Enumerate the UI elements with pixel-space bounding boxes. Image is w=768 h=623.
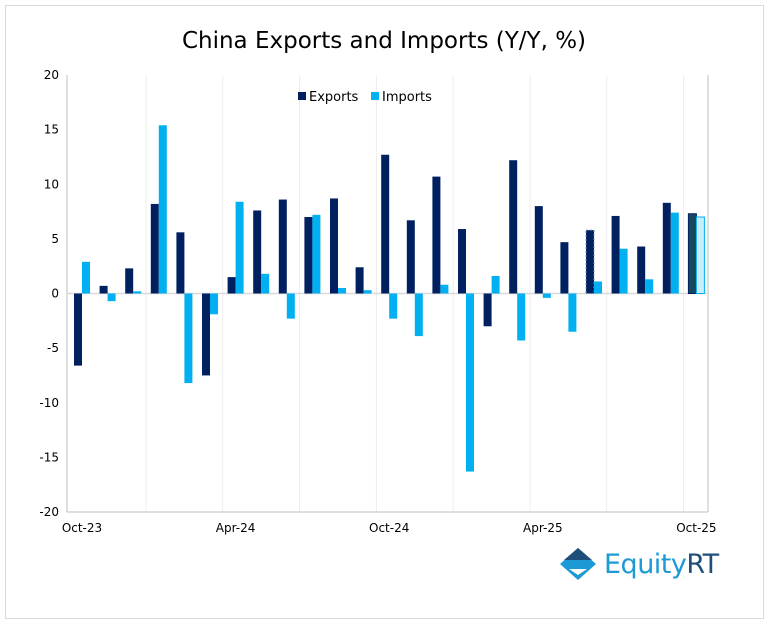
- bar-exports: [278, 199, 287, 294]
- bar-exports: [150, 203, 159, 294]
- bar-exports: [176, 232, 185, 294]
- x-tick-label: Oct-24: [369, 521, 409, 535]
- bar-exports: [227, 277, 236, 294]
- bar-exports: [458, 229, 466, 294]
- bar-imports: [414, 293, 423, 337]
- bar-exports: [637, 246, 646, 294]
- bar-imports: [466, 293, 474, 472]
- bar-imports: [619, 248, 628, 294]
- y-tick-label: 0: [51, 287, 59, 301]
- bar-imports: [158, 125, 167, 294]
- bar-exports: [74, 293, 82, 366]
- bar-imports: [210, 293, 218, 315]
- bar-exports: [432, 176, 441, 294]
- bar-imports: [286, 293, 295, 319]
- y-tick-label: -5: [47, 341, 59, 355]
- bar-exports: [560, 242, 569, 294]
- bar-imports: [594, 281, 602, 294]
- bar-exports: [483, 293, 492, 327]
- x-tick-label: Apr-24: [216, 521, 256, 535]
- logo-text-rt: RT: [686, 548, 719, 580]
- bar-exports: [381, 154, 390, 294]
- bar-imports: [542, 293, 551, 298]
- bar-exports: [99, 285, 108, 294]
- bar-imports: [363, 290, 372, 294]
- chart-frame: [5, 5, 764, 619]
- bar-exports: [330, 198, 338, 294]
- legend-label-exports: Exports: [309, 90, 359, 105]
- bar-exports: [355, 267, 364, 294]
- bar-exports: [202, 293, 210, 376]
- bar-imports: [695, 216, 705, 294]
- bar-exports: [304, 217, 313, 294]
- chart-title: China Exports and Imports (Y/Y, %): [181, 28, 587, 54]
- bar-imports: [261, 273, 270, 294]
- bar-exports: [125, 268, 134, 294]
- bar-exports: [611, 215, 620, 294]
- y-tick-label: 10: [44, 177, 59, 191]
- bar-imports: [491, 276, 500, 294]
- bar-exports: [253, 210, 262, 294]
- y-tick-label: 20: [44, 68, 59, 82]
- x-tick-label: Oct-25: [676, 521, 716, 535]
- legend-swatch-imports: [371, 92, 379, 100]
- y-tick-label: -15: [39, 450, 59, 464]
- bar-imports: [670, 212, 679, 294]
- bar-imports: [133, 291, 142, 294]
- y-tick-label: -10: [39, 396, 59, 410]
- bar-imports: [645, 279, 654, 294]
- y-tick-label: 5: [51, 232, 59, 246]
- bar-imports: [440, 284, 449, 294]
- bar-imports: [82, 261, 90, 294]
- bar-imports: [568, 293, 577, 332]
- bar-imports: [338, 288, 346, 294]
- logo-text-equity: Equity: [604, 548, 687, 580]
- y-tick-label: -20: [39, 505, 59, 519]
- x-tick-label: Oct-23: [62, 521, 102, 535]
- legend-label-imports: Imports: [382, 90, 432, 105]
- legend-swatch-exports: [298, 92, 306, 100]
- bar-exports: [585, 229, 595, 294]
- bar-imports: [107, 293, 116, 302]
- bar-imports: [389, 293, 398, 319]
- bar-exports: [406, 220, 415, 294]
- bar-exports: [662, 202, 671, 294]
- bar-imports: [517, 293, 526, 341]
- logo-icon: [560, 548, 596, 580]
- bar-imports: [312, 214, 321, 294]
- bar-exports: [534, 206, 543, 294]
- bar-exports: [687, 213, 697, 294]
- equityrt-logo: EquityRT: [558, 546, 719, 582]
- bar-imports: [235, 201, 244, 294]
- x-tick-label: Apr-25: [523, 521, 563, 535]
- bar-imports: [184, 293, 193, 384]
- y-tick-label: 15: [44, 123, 59, 137]
- bar-exports: [509, 160, 518, 294]
